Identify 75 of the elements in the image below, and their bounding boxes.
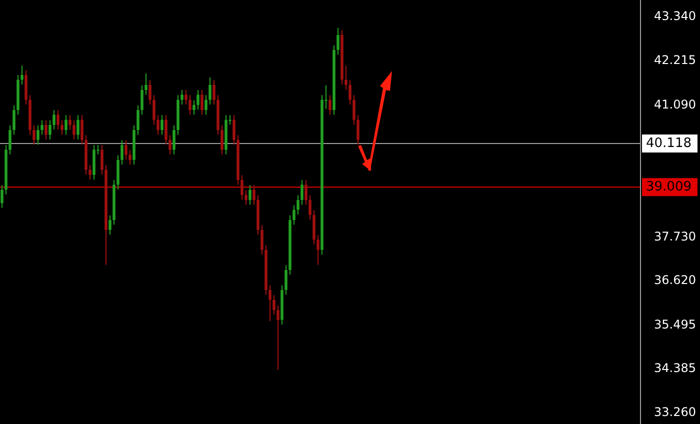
candlestick — [44, 120, 48, 140]
candlestick — [308, 194, 312, 220]
y-tick-label: 33.260 — [654, 405, 696, 420]
y-tick-label: 42.215 — [654, 53, 696, 68]
candlestick — [252, 184, 256, 206]
candlestick — [180, 89, 184, 106]
candlestick — [156, 114, 160, 136]
candlestick — [188, 94, 192, 116]
candlestick — [172, 124, 176, 155]
candlestick — [148, 80, 152, 106]
candlestick — [212, 80, 216, 106]
ref-line-label: 39.009 — [646, 179, 692, 194]
candlestick — [40, 120, 44, 136]
candlestick — [284, 264, 288, 296]
candlestick — [200, 89, 204, 116]
candlestick — [72, 120, 76, 140]
candlestick — [184, 89, 188, 106]
candlestick — [276, 304, 280, 370]
candlestick — [248, 184, 252, 206]
candlestick — [232, 114, 236, 146]
candlestick — [36, 124, 40, 146]
candlestick — [152, 94, 156, 126]
candlestick — [304, 179, 308, 206]
candlestick — [348, 80, 352, 106]
candlestick — [192, 100, 196, 116]
candlestick — [296, 194, 300, 216]
candlestick — [108, 214, 112, 236]
candlestick — [356, 114, 360, 146]
ref-line-label: 40.118 — [646, 136, 692, 151]
candlestick — [244, 190, 248, 206]
candlestick — [164, 114, 168, 146]
candlestick — [168, 134, 172, 155]
candlestick — [220, 124, 224, 155]
y-tick-label: 43.340 — [654, 9, 696, 24]
y-tick-label: 34.385 — [654, 360, 696, 375]
candlestick — [208, 76, 212, 106]
candlestick — [292, 204, 296, 226]
candlestick — [300, 179, 304, 206]
candlestick — [0, 184, 4, 208]
candlestick — [80, 114, 84, 146]
candlestick — [128, 150, 132, 166]
candlestick — [88, 164, 92, 180]
candlestick — [8, 124, 12, 155]
candlestick — [120, 140, 124, 166]
candlestick — [240, 174, 244, 200]
candlestick — [100, 144, 104, 175]
candlestick — [328, 94, 332, 116]
candlestick — [160, 114, 164, 136]
candlestick — [52, 110, 56, 130]
candlestick — [56, 110, 60, 130]
y-tick-label: 41.090 — [654, 97, 696, 112]
candlestick — [344, 65, 348, 90]
candlestick — [68, 114, 72, 130]
candlestick — [196, 89, 200, 110]
candlestick — [32, 124, 36, 146]
y-tick-label: 37.730 — [654, 229, 696, 244]
candlestick — [336, 27, 340, 56]
candlestick — [260, 224, 264, 256]
candlestick — [136, 104, 140, 136]
candlestick — [204, 94, 208, 116]
candlestick — [352, 94, 356, 126]
candlestick — [268, 284, 272, 322]
candlestick — [124, 140, 128, 160]
y-tick-label: 35.495 — [654, 317, 696, 332]
candlestick — [76, 114, 80, 140]
candlestick — [272, 294, 276, 316]
candlestick — [144, 72, 148, 96]
candlestick — [20, 65, 24, 85]
candlestick — [64, 114, 68, 136]
candlestick — [12, 104, 16, 136]
candlestick — [60, 120, 64, 136]
candlestick — [316, 234, 320, 266]
candlestick — [140, 84, 144, 116]
candlestick — [48, 120, 52, 140]
y-tick-label: 36.620 — [654, 273, 696, 288]
